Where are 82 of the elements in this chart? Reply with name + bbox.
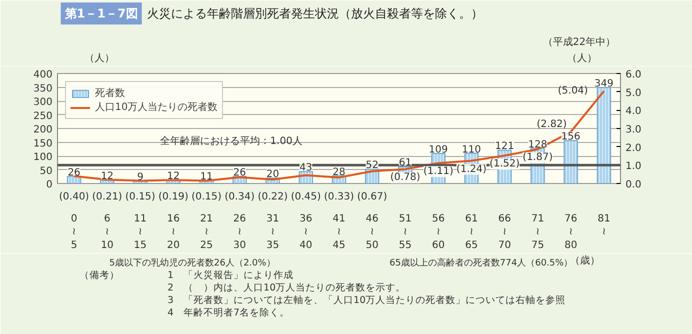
data-label: (0.34) bbox=[224, 192, 255, 202]
y2-tick-label: 3.0 bbox=[626, 124, 642, 136]
x-tick-label: 56 ≀ 60 bbox=[432, 214, 445, 251]
x-tick-label: 66 ≀ 70 bbox=[498, 214, 511, 251]
legend-label: 人口10万人当たりの死者数 bbox=[95, 100, 218, 114]
y-tick-label: 400 bbox=[33, 70, 53, 80]
x-tick-label: 21 ≀ 25 bbox=[200, 214, 213, 251]
x-tick-label: 31 ≀ 35 bbox=[266, 214, 280, 251]
x-tick-label: 6 ≀ 10 bbox=[100, 214, 114, 251]
y-tick-label: 250 bbox=[33, 110, 53, 122]
x-tick-label: 81 ≀ bbox=[598, 214, 610, 238]
text: 5歳以下の乳幼児の死者数26人（2.0%） bbox=[109, 258, 276, 268]
y2-axis-title: （人） bbox=[566, 53, 597, 64]
y-tick-label: 150 bbox=[33, 138, 53, 150]
text: （備考） bbox=[80, 269, 120, 281]
y2-tick-label: 5.0 bbox=[626, 88, 642, 99]
text: （平成22年中） bbox=[542, 36, 616, 48]
text: 1 「火災報告」により作成 bbox=[168, 269, 294, 281]
data-label: 349 bbox=[594, 78, 614, 90]
y2-tick-label: 2.0 bbox=[626, 142, 642, 154]
x-tick-label: 46 ≀ 50 bbox=[366, 214, 378, 251]
data-label: (0.78) bbox=[390, 172, 420, 184]
data-label: 12 bbox=[100, 171, 114, 182]
x-tick-label: 36 ≀ 40 bbox=[300, 214, 312, 251]
x-tick-label: 0 ≀ 5 bbox=[70, 214, 78, 251]
data-label: 28 bbox=[332, 166, 346, 178]
data-label: 121 bbox=[495, 141, 514, 152]
y-tick-label: 100 bbox=[33, 152, 53, 163]
x-tick-label: 71 ≀ 75 bbox=[531, 214, 544, 251]
y-tick-label: 0 bbox=[46, 180, 53, 190]
data-label: (2.82) bbox=[536, 118, 567, 130]
data-label: 109 bbox=[428, 144, 448, 156]
text: 2 （ ）内は、人口10万人当たりの死者数を示す。 bbox=[168, 282, 406, 294]
y-tick-label: 350 bbox=[33, 83, 53, 94]
y2-tick-label: 4.0 bbox=[626, 106, 642, 118]
data-label: 52 bbox=[366, 160, 378, 172]
data-label: (5.04) bbox=[558, 86, 588, 97]
data-label: (1.11) bbox=[423, 166, 454, 178]
x-tick-label: 51 ≀ 55 bbox=[398, 214, 412, 251]
data-label: 128 bbox=[528, 139, 548, 150]
data-label: 156 bbox=[561, 132, 580, 143]
data-label: (0.40) bbox=[59, 192, 90, 202]
text: 65歳以上の高齢者の死者数774人（60.5%） bbox=[389, 258, 573, 268]
text: 第1－1－7図 bbox=[64, 6, 138, 20]
x-tick-label: 26 ≀ 30 bbox=[233, 214, 246, 251]
data-label: 12 bbox=[167, 171, 180, 182]
x-tick-label: 61 ≀ 65 bbox=[465, 214, 478, 251]
data-label: 26 bbox=[68, 167, 80, 178]
data-label: (0.45) bbox=[290, 192, 322, 202]
data-label: (0.15) bbox=[191, 192, 222, 202]
y2-tick-label: 6.0 bbox=[626, 70, 642, 80]
ref-line-label: 全年齢層における平均：1.00人 bbox=[160, 135, 302, 148]
y-tick-label: 300 bbox=[33, 97, 53, 108]
data-label: (1.24) bbox=[456, 164, 487, 175]
y-tick-label: 200 bbox=[33, 124, 53, 136]
data-label: 26 bbox=[233, 167, 246, 178]
chart-title: 火災による年齢階層別死者発生状況（放火自殺者等を除く。） bbox=[146, 6, 483, 20]
data-label: 61 bbox=[398, 158, 412, 169]
data-label: (0.19) bbox=[158, 192, 189, 202]
x-tick-label: 76 ≀ 80 bbox=[564, 214, 578, 251]
data-label: (1.52) bbox=[490, 158, 520, 170]
x-axis-title: （歳） bbox=[570, 254, 600, 266]
text: 4 年齢不明者7名を除く。 bbox=[168, 306, 290, 318]
y2-tick-label: 1.0 bbox=[626, 161, 642, 172]
data-label: 11 bbox=[200, 171, 213, 182]
y-tick-label: 50 bbox=[40, 166, 53, 177]
y2-tick-label: 0.0 bbox=[626, 180, 642, 190]
data-label: (1.87) bbox=[522, 152, 553, 164]
y-axis-title: （人） bbox=[84, 53, 114, 64]
legend-label: 死者数 bbox=[95, 86, 125, 100]
x-tick-label: 41 ≀ 45 bbox=[332, 214, 346, 251]
data-label: (0.67) bbox=[357, 192, 388, 202]
data-label: (0.15) bbox=[125, 192, 156, 202]
data-label: 43 bbox=[300, 162, 312, 174]
text: 3 「死者数」については左軸を、「人口10万人当たりの死者数」については右軸を参照 bbox=[168, 294, 566, 306]
data-label: (0.33) bbox=[324, 192, 354, 202]
data-label: 110 bbox=[462, 144, 482, 156]
data-label: (0.21) bbox=[92, 192, 122, 202]
x-tick-label: 11 ≀ 15 bbox=[134, 214, 147, 251]
x-tick-label: 16 ≀ 20 bbox=[167, 214, 180, 251]
data-label: (0.22) bbox=[258, 192, 288, 202]
data-label: 20 bbox=[266, 169, 280, 180]
